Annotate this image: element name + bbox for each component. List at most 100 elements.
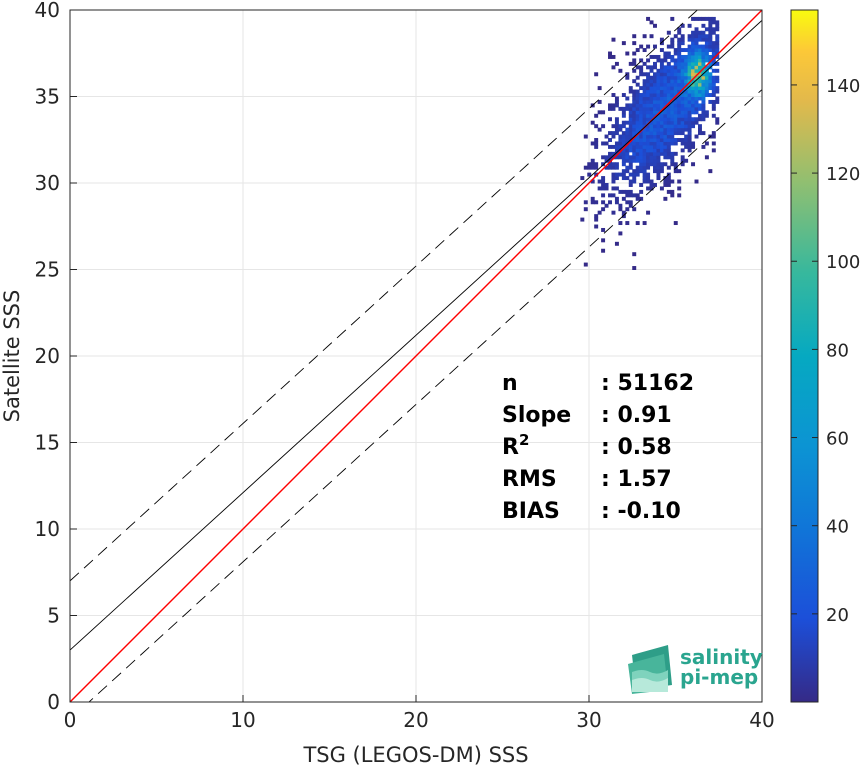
- density-cell: [656, 124, 661, 129]
- density-cell: [680, 124, 685, 129]
- density-cell: [711, 131, 716, 136]
- density-cell: [711, 51, 716, 56]
- density-cell: [704, 79, 709, 84]
- density-cell: [646, 65, 651, 70]
- density-cell: [649, 155, 654, 160]
- density-cell: [677, 48, 682, 53]
- density-cell: [687, 89, 692, 94]
- density-cell: [670, 68, 675, 73]
- density-cell: [646, 165, 651, 170]
- density-cell: [697, 113, 702, 118]
- density-cell: [697, 37, 702, 42]
- density-cell: [670, 82, 675, 87]
- density-cell: [649, 89, 654, 94]
- density-cell: [670, 158, 675, 163]
- density-cell: [580, 176, 585, 181]
- density-cell: [656, 54, 661, 59]
- density-cell: [691, 141, 696, 146]
- density-cell: [659, 86, 664, 91]
- density-cell: [697, 75, 702, 80]
- density-cell: [646, 127, 651, 132]
- density-cell: [653, 165, 657, 170]
- density-cell: [708, 99, 713, 104]
- density-cell: [666, 54, 671, 59]
- density-cell: [684, 61, 689, 66]
- density-cell: [628, 134, 633, 139]
- density-cell: [646, 162, 651, 167]
- density-cell: [701, 23, 706, 28]
- density-cell: [646, 117, 651, 122]
- density-cell: [670, 79, 675, 84]
- density-cell: [677, 27, 682, 32]
- density-cell: [618, 231, 623, 236]
- y-tick-label: 20: [35, 344, 60, 368]
- density-cell: [611, 93, 616, 97]
- density-cell: [646, 158, 651, 163]
- density-cell: [691, 162, 696, 167]
- density-cell: [614, 61, 619, 66]
- density-cell: [580, 217, 585, 222]
- density-cell: [632, 169, 637, 174]
- density-cell: [639, 99, 644, 104]
- density-cell: [659, 103, 664, 108]
- density-cell: [684, 72, 689, 77]
- density-cell: [691, 37, 696, 42]
- density-cell: [701, 89, 706, 94]
- density-cell: [701, 16, 706, 21]
- density-cell: [691, 117, 696, 122]
- density-cell: [646, 79, 651, 84]
- density-cell: [646, 75, 651, 80]
- density-cell: [611, 124, 616, 129]
- density-cell: [632, 79, 637, 84]
- density-cell: [632, 131, 637, 136]
- density-cell: [649, 99, 654, 104]
- density-cell: [663, 127, 668, 132]
- density-cell: [611, 193, 616, 198]
- density-cell: [684, 144, 689, 149]
- density-cell: [670, 54, 675, 59]
- density-cell: [653, 72, 657, 77]
- density-cell: [646, 16, 651, 21]
- density-cell: [704, 51, 709, 56]
- density-cell: [614, 200, 619, 205]
- density-cell: [621, 158, 626, 163]
- density-cell: [701, 86, 706, 91]
- density-cell: [604, 158, 609, 163]
- density-cell: [684, 48, 689, 53]
- density-cell: [611, 37, 616, 42]
- density-cell: [694, 120, 699, 125]
- density-cell: [666, 179, 671, 184]
- density-cell: [642, 106, 647, 111]
- density-cell: [601, 110, 606, 115]
- density-cell: [697, 124, 702, 129]
- density-cell: [697, 48, 702, 53]
- density-cell: [701, 79, 706, 84]
- density-cell: [625, 176, 630, 181]
- density-cell: [639, 127, 644, 132]
- density-cell: [611, 162, 616, 167]
- density-cell: [642, 89, 647, 94]
- density-cell: [635, 82, 640, 87]
- density-cell: [608, 162, 612, 167]
- density-cell: [632, 117, 637, 122]
- density-cell: [642, 124, 647, 129]
- density-cell: [715, 75, 720, 80]
- density-cell: [663, 72, 668, 77]
- density-cell: [677, 106, 682, 111]
- density-cell: [659, 72, 664, 77]
- density-cell: [680, 58, 685, 63]
- density-cell: [670, 120, 675, 125]
- density-cell: [590, 141, 595, 146]
- density-cell: [680, 162, 685, 167]
- density-cell: [673, 124, 678, 129]
- density-cell: [697, 16, 702, 21]
- density-cell: [684, 106, 689, 111]
- density-cell: [687, 124, 692, 129]
- density-cell: [680, 61, 685, 66]
- density-cell: [628, 117, 633, 122]
- density-cell: [673, 75, 678, 80]
- density-cell: [687, 120, 692, 125]
- density-cell: [666, 89, 671, 94]
- density-cell: [656, 127, 661, 132]
- density-cell: [594, 172, 599, 177]
